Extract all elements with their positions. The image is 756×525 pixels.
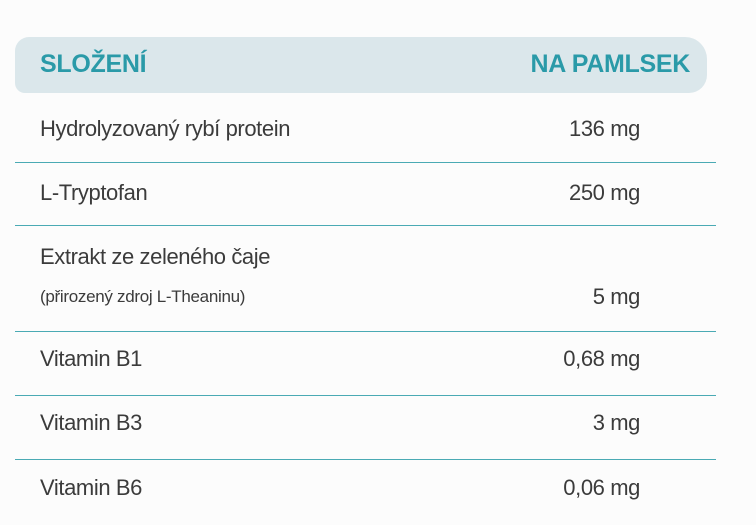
ingredient: Hydrolyzovaný rybí protein (40, 116, 291, 141)
ingredient: Extrakt ze zeleného čaje (40, 244, 271, 269)
ingredient: L-Tryptofan (40, 180, 148, 205)
amount: 3 mg (592, 410, 641, 435)
ingredient: Vitamin B1 (40, 346, 142, 371)
amount: 0,68 mg (563, 346, 640, 371)
row: L-Tryptofan 250 mg (15, 163, 716, 226)
amount: 136 mg (569, 116, 640, 141)
header-left: SLOŽENÍ (40, 50, 147, 78)
header-right: NA PAMLSEK (530, 50, 690, 78)
amount: 250 mg (569, 180, 640, 205)
row: Vitamin B3 3 mg (15, 397, 716, 460)
row: Vitamin B6 0,06 mg (15, 461, 716, 523)
amount: 0,06 mg (563, 475, 640, 500)
ingredient: Vitamin B6 (40, 475, 142, 500)
ingredient: Vitamin B3 (40, 410, 142, 435)
amount: 5 mg (592, 284, 641, 309)
row: Extrakt ze zeleného čaje (přirozený zdro… (15, 226, 716, 332)
header-band (15, 37, 707, 93)
row: Hydrolyzovaný rybí protein 136 mg (15, 98, 716, 163)
ingredient-note: (přirozený zdroj L-Theaninu) (40, 287, 246, 306)
row: Vitamin B1 0,68 mg (15, 333, 716, 396)
